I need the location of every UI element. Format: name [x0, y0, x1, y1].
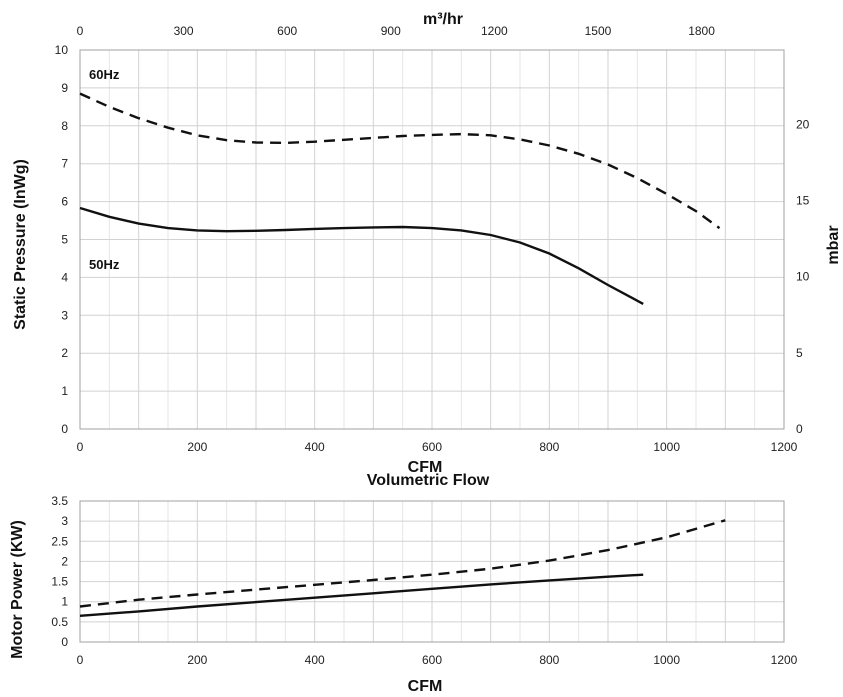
top-axis-tick-label: 1800: [688, 24, 715, 38]
right-axis-tick-label: 20: [796, 117, 810, 131]
chart-title: Volumetric Flow: [367, 472, 490, 489]
right-axis-tick-label: 10: [796, 270, 810, 284]
power-chart: 0 0.5 1 1.5 2 2.5 3 3.5 0 200 400 600 800 1000 1200 Vol…: [9, 472, 798, 695]
y-tick-label: 2: [61, 346, 68, 360]
plot-frame: [79, 500, 785, 643]
y-tick-label: 7: [61, 157, 68, 171]
top-axis-tick-label: 1200: [481, 24, 508, 38]
x-tick-label: 600: [422, 653, 442, 667]
right-axis-tick-label: 0: [796, 422, 803, 436]
power-curve-60hz: [79, 519, 726, 608]
series-label-60hz: 60Hz: [89, 67, 120, 82]
top-axis-tick-label: 900: [381, 24, 401, 38]
x-tick-label: 1000: [653, 653, 680, 667]
x-tick-label: 200: [187, 440, 207, 454]
top-axis-tick-label: 0: [77, 24, 84, 38]
y-tick-label: 4: [61, 270, 68, 284]
y-tick-label: 0: [61, 422, 68, 436]
power-curve-50hz: [79, 573, 644, 617]
y-tick-label: 1.5: [51, 575, 68, 589]
top-axis-title: m³/hr: [423, 11, 463, 28]
y-tick-label: 3: [61, 308, 68, 322]
x-tick-label: 400: [305, 440, 325, 454]
x-tick-label: 800: [539, 440, 559, 454]
y-tick-label: 0.5: [51, 615, 68, 629]
x-tick-label: 800: [539, 653, 559, 667]
y-tick-label: 9: [61, 81, 68, 95]
y-tick-label: 0: [61, 635, 68, 649]
x-tick-label: 1200: [771, 653, 798, 667]
y-tick-label: 2: [61, 554, 68, 568]
y-tick-label: 6: [61, 195, 68, 209]
y-tick-label: 3.5: [51, 494, 68, 508]
y-tick-label: 10: [55, 43, 69, 57]
y-tick-label: 1: [61, 384, 68, 398]
x-tick-label: 1000: [653, 440, 680, 454]
y-tick-label: 5: [61, 233, 68, 247]
x-axis-title: CFM: [408, 459, 443, 476]
right-axis-title: mbar: [825, 225, 842, 264]
right-axis-tick-label: 15: [796, 194, 810, 208]
series-label-50hz: 50Hz: [89, 257, 120, 272]
y-axis-title: Motor Power (KW): [9, 520, 26, 659]
y-tick-label: 1: [61, 595, 68, 609]
pressure-curve-60hz: [79, 92, 721, 230]
x-tick-label: 0: [77, 440, 84, 454]
top-axis-tick-label: 1500: [585, 24, 612, 38]
x-tick-label: 1200: [771, 440, 798, 454]
pressure-curve-50hz: [79, 206, 644, 305]
right-axis-tick-label: 5: [796, 346, 803, 360]
plot-frame: [79, 49, 785, 430]
y-axis-title: Static Pressure (InWg): [12, 159, 29, 330]
x-tick-label: 200: [187, 653, 207, 667]
x-tick-label: 0: [77, 653, 84, 667]
top-axis-tick-label: 300: [174, 24, 194, 38]
y-tick-label: 2.5: [51, 534, 68, 548]
x-tick-label: 400: [305, 653, 325, 667]
x-tick-label: 600: [422, 440, 442, 454]
top-axis-tick-label: 600: [277, 24, 297, 38]
x-axis-title: CFM: [408, 678, 443, 695]
y-tick-label: 8: [61, 119, 68, 133]
y-tick-label: 3: [61, 514, 68, 528]
